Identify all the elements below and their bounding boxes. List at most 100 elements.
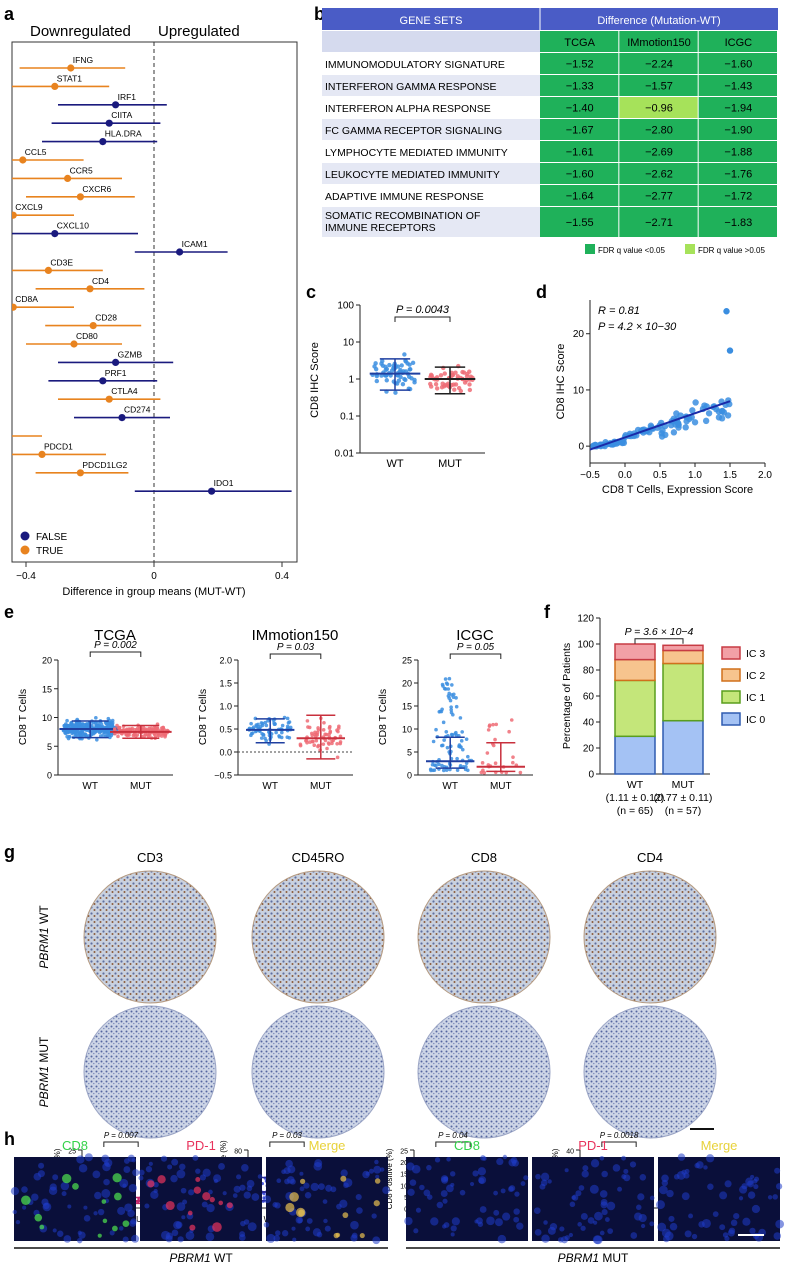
data-point [449,732,454,737]
nucleus [413,1228,419,1234]
data-point [74,725,78,729]
data-point [402,352,407,357]
legend-sig-swatch [585,244,595,254]
tissue-core-mut-cd4 [583,1005,717,1139]
data-point [272,722,277,727]
nucleus [92,1170,101,1179]
group-gene: PBRM1 [169,1251,210,1265]
y-tick-label: 25 [68,1149,76,1156]
bar-wt-ic1 [614,679,656,738]
gene-label-icam1: ICAM1 [182,239,208,249]
nucleus [752,1178,758,1184]
data-point [116,734,120,739]
data-point [335,755,340,760]
nucleus [15,1219,21,1225]
positive-cell [34,1213,43,1222]
value-cell [698,53,777,74]
tissue-core-wt-cd8 [417,870,551,1004]
nucleus [202,1168,211,1177]
legend-label-3: IC 3 [746,648,765,660]
positive-cell [112,1173,122,1183]
data-point [458,763,463,768]
estimate-point-cxcl9 [12,211,17,219]
nucleus [623,1168,629,1174]
estimate-point-ido1 [208,487,216,495]
data-point [62,723,67,728]
nucleus [375,1174,380,1179]
column-label-tcga: TCGA [564,37,595,49]
forest-legend: FALSE TRUE [20,531,67,557]
data-point [454,704,459,709]
nucleus [656,1200,665,1210]
gene-label-cd8a: CD8A [15,294,38,304]
nucleus [316,1231,323,1238]
nucleus [493,1190,498,1196]
data-point [441,720,446,725]
group-label-wt: PBRM1 WT [169,1251,233,1265]
estimate-point-cd274 [118,414,126,422]
nucleus [569,1201,576,1208]
nucleus [299,1171,304,1176]
data-point [452,387,457,392]
data-point [124,732,128,736]
nucleus [661,1174,669,1183]
data-point [726,347,734,354]
nucleus [350,1234,358,1242]
column-header-icgc [698,31,777,52]
legend-false-marker [20,531,30,541]
nucleus [494,1218,503,1227]
nucleus [578,1185,585,1191]
nucleus [63,1235,72,1243]
nucleus [694,1162,700,1169]
positive-cell [122,1220,130,1228]
gene-label-ciita: CIITA [111,110,132,120]
estimate-point-cd3e [44,266,53,274]
gene-label-pdcd1lg2: PDCD1LG2 [82,460,127,470]
nucleus [171,1158,179,1166]
row-name-cell [322,97,540,118]
nucleus [292,1237,297,1242]
nucleus [201,1201,208,1208]
positive-cell [218,1200,224,1206]
data-point [63,731,68,736]
y-tick-label: 25 [400,1149,408,1156]
nucleus [368,1168,374,1174]
nucleus [612,1164,621,1172]
gene-label-ccr5: CCR5 [70,165,93,175]
nucleus [520,1181,526,1186]
nucleus [719,1191,728,1200]
positive-cell [187,1210,193,1216]
nucleus [657,1222,667,1232]
nucleus [77,1230,82,1235]
value-cell [619,185,698,206]
data-point [410,360,416,366]
bar-mut-ic0 [662,719,704,775]
y-tick-label: 100 [337,301,354,312]
nucleus [582,1165,589,1172]
positive-cell [202,1192,211,1201]
data-point [328,730,332,735]
data-point [69,720,74,725]
y-tick-label: 0 [407,771,412,781]
category-label-1: MUT [672,779,695,791]
data-point [518,770,523,775]
data-point [285,735,290,739]
x-axis-label: CD8 T Cells, Expression Score [602,484,753,496]
data-point [403,369,409,374]
estimate-point-gzmb [112,358,120,366]
y-axis-label: CD8 IHC Score [309,342,321,418]
nucleus [83,1205,88,1210]
data-point [460,747,465,752]
y-tick-label: 0 [588,770,594,781]
gene-label-cd4: CD4 [92,276,109,286]
data-point [481,768,485,773]
nucleus [601,1170,608,1178]
p-value: P = 0.0043 [396,304,450,316]
panel-letter-e: e [4,602,14,622]
data-point [274,730,278,735]
nucleus [742,1217,751,1226]
nucleus [145,1166,153,1173]
nucleus [76,1155,85,1164]
nucleus [132,1169,140,1177]
